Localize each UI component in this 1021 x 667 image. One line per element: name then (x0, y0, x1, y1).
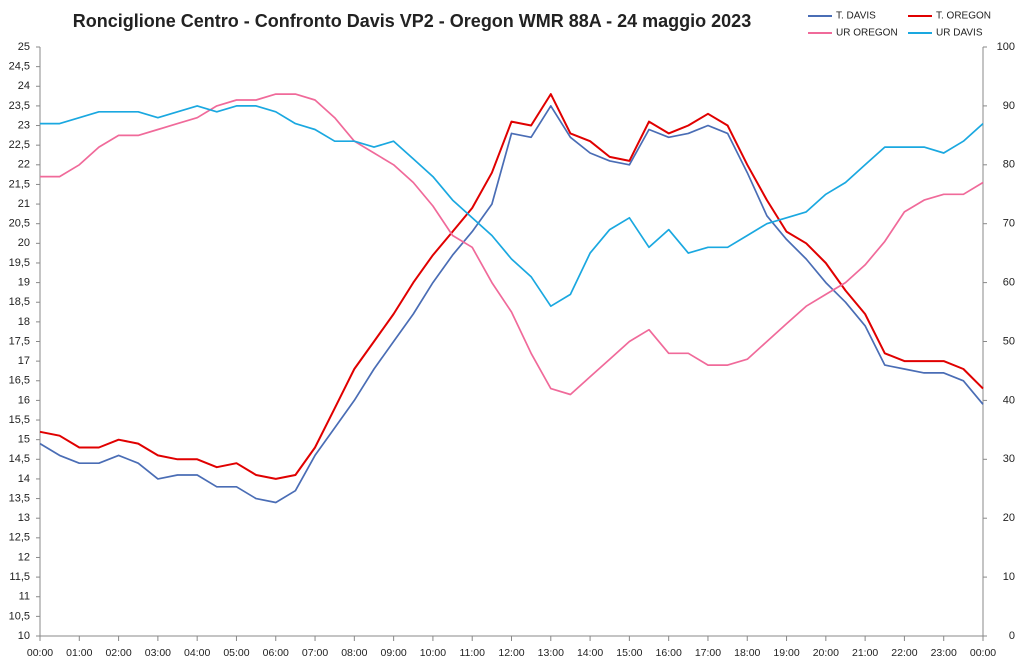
x-tick-label: 08:00 (341, 647, 367, 659)
y-tick-label: 11,5 (9, 571, 30, 583)
y2-tick-label: 70 (1003, 218, 1015, 230)
x-tick-label: 14:00 (577, 647, 603, 659)
x-tick-label: 00:00 (27, 647, 53, 659)
y-tick-label: 22 (18, 159, 30, 171)
series-line (40, 93, 984, 396)
x-tick-label: 01:00 (66, 647, 92, 659)
x-tick-label: 13:00 (538, 647, 564, 659)
y-tick-label: 18 (18, 316, 30, 328)
y-tick-label: 15 (18, 434, 30, 446)
legend-label: UR DAVIS (936, 28, 983, 39)
y2-tick-label: 100 (997, 41, 1015, 53)
y-tick-label: 12,5 (9, 532, 30, 544)
y-tick-label: 13,5 (9, 492, 30, 504)
y-tick-label: 23,5 (9, 100, 30, 112)
x-tick-label: 09:00 (380, 647, 406, 659)
legend-label: UR OREGON (836, 28, 898, 39)
x-tick-label: 23:00 (931, 647, 957, 659)
y-tick-label: 16 (18, 394, 30, 406)
y-tick-label: 24 (18, 80, 30, 92)
y-tick-label: 23 (18, 119, 30, 131)
y2-tick-label: 50 (1003, 335, 1015, 347)
x-tick-label: 02:00 (105, 647, 131, 659)
y-tick-label: 20 (18, 237, 30, 249)
y-tick-label: 19,5 (9, 257, 30, 269)
x-tick-label: 22:00 (891, 647, 917, 659)
y2-tick-label: 80 (1003, 159, 1015, 171)
x-tick-label: 05:00 (223, 647, 249, 659)
y2-tick-label: 90 (1003, 100, 1015, 112)
y-tick-label: 18,5 (9, 296, 30, 308)
x-tick-label: 11:00 (459, 647, 485, 659)
chart-title: Ronciglione Centro - Confronto Davis VP2… (73, 11, 751, 31)
x-tick-label: 06:00 (263, 647, 289, 659)
y-tick-label: 12 (18, 551, 30, 563)
x-tick-label: 16:00 (656, 647, 682, 659)
legend-label: T. OREGON (936, 11, 991, 22)
y-tick-label: 21 (18, 198, 30, 210)
y-tick-label: 17 (18, 355, 30, 367)
x-tick-label: 20:00 (813, 647, 839, 659)
series-line (39, 105, 984, 504)
x-tick-label: 19:00 (773, 647, 799, 659)
y-tick-label: 16,5 (9, 375, 30, 387)
x-tick-label: 03:00 (145, 647, 171, 659)
x-tick-label: 12:00 (498, 647, 524, 659)
x-tick-label: 18:00 (734, 647, 760, 659)
y2-tick-label: 60 (1003, 277, 1015, 289)
y-tick-label: 10,5 (9, 610, 30, 622)
y-tick-label: 20,5 (9, 218, 30, 230)
y-tick-label: 24,5 (9, 61, 30, 73)
y-tick-label: 25 (18, 41, 30, 53)
x-tick-label: 04:00 (184, 647, 210, 659)
x-tick-label: 07:00 (302, 647, 328, 659)
y-tick-label: 14,5 (9, 453, 30, 465)
y-tick-label: 14 (18, 473, 30, 485)
x-tick-label: 15:00 (616, 647, 642, 659)
y2-tick-label: 30 (1003, 453, 1015, 465)
x-tick-label: 10:00 (420, 647, 446, 659)
x-tick-label: 00:00 (970, 647, 996, 659)
series-line (40, 105, 984, 308)
y-tick-label: 11 (19, 591, 30, 603)
y-tick-label: 19 (18, 277, 30, 289)
y-tick-label: 10 (18, 630, 30, 642)
y2-tick-label: 0 (1009, 630, 1015, 642)
y2-tick-label: 40 (1003, 394, 1015, 406)
x-tick-label: 17:00 (695, 647, 721, 659)
x-tick-label: 21:00 (852, 647, 878, 659)
y-tick-label: 13 (18, 512, 30, 524)
legend-label: T. DAVIS (836, 11, 876, 22)
y-tick-label: 21,5 (9, 178, 30, 190)
y-tick-label: 17,5 (9, 335, 30, 347)
y-tick-label: 22,5 (9, 139, 30, 151)
y2-tick-label: 20 (1003, 512, 1015, 524)
y-tick-label: 15,5 (9, 414, 30, 426)
y2-tick-label: 10 (1003, 571, 1015, 583)
series-line (39, 93, 984, 480)
